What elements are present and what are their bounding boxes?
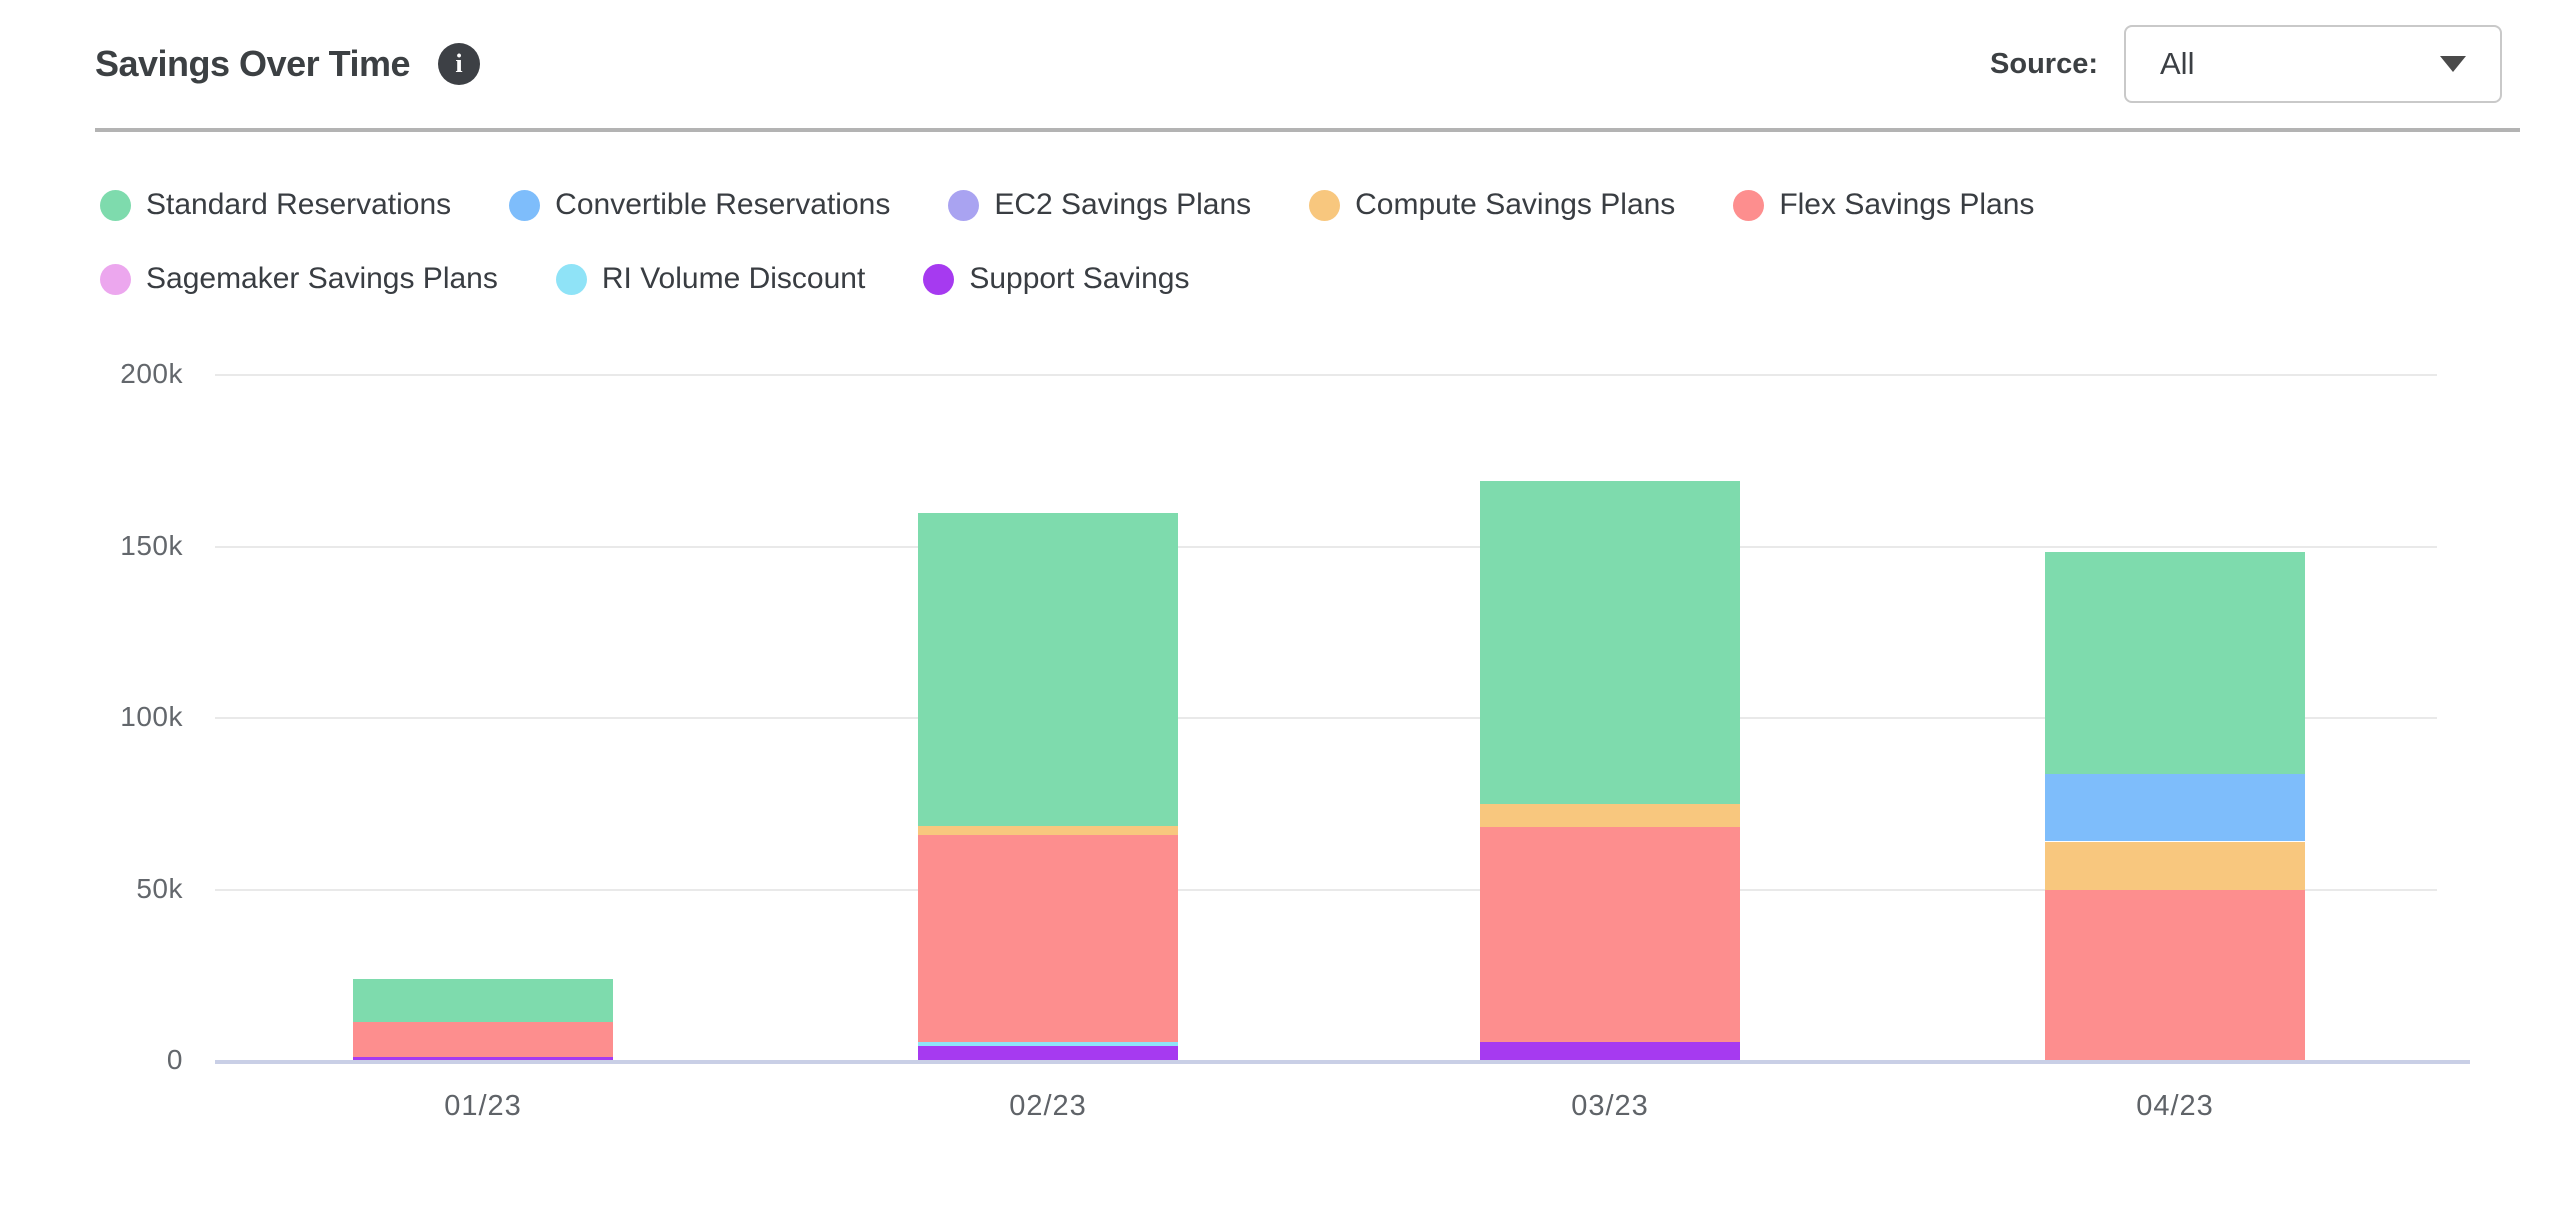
- chevron-down-icon: [2440, 56, 2466, 72]
- legend-item-sagemaker-savings-plans[interactable]: Sagemaker Savings Plans: [100, 262, 498, 296]
- bar-segment[interactable]: [918, 826, 1178, 836]
- legend-item-support-savings[interactable]: Support Savings: [923, 262, 1189, 296]
- bar-segment[interactable]: [1480, 826, 1740, 1043]
- info-icon[interactable]: i: [438, 43, 480, 85]
- gridline: [215, 374, 2437, 376]
- bar-segment[interactable]: [918, 1042, 1178, 1046]
- x-axis-label: 02/23: [1009, 1090, 1087, 1122]
- legend-swatch-icon: [555, 263, 587, 295]
- legend-swatch-icon: [948, 189, 980, 221]
- legend-swatch-icon: [509, 189, 541, 221]
- legend-swatch-icon: [100, 189, 131, 221]
- bar-segment[interactable]: [2045, 551, 2305, 775]
- bar-segment[interactable]: [353, 979, 613, 1023]
- header-divider: [95, 128, 2520, 132]
- legend-item-label: RI Volume Discount: [601, 262, 866, 295]
- legend-item-flex-savings-plans[interactable]: Flex Savings Plans: [1733, 188, 2034, 222]
- y-axis-tick: 200k: [120, 358, 183, 389]
- x-axis-label: 03/23: [1571, 1090, 1649, 1122]
- legend-item-convertible-reservations[interactable]: Convertible Reservations: [509, 188, 890, 222]
- bar-segment[interactable]: [918, 835, 1178, 1043]
- source-dropdown-value: All: [2160, 46, 2195, 81]
- x-axis-label: 01/23: [444, 1090, 522, 1122]
- legend-item-label: Compute Savings Plans: [1355, 188, 1676, 221]
- legend-item-label: Standard Reservations: [146, 188, 452, 221]
- bar-segment[interactable]: [1480, 804, 1740, 827]
- source-dropdown[interactable]: All: [2124, 25, 2502, 103]
- legend-swatch-icon: [923, 263, 955, 295]
- legend-item-label: Convertible Reservations: [555, 188, 891, 221]
- legend-item-label: Flex Savings Plans: [1779, 188, 2035, 221]
- bar-segment[interactable]: [918, 513, 1178, 827]
- gridline: [215, 888, 2437, 891]
- x-axis-line: [215, 1060, 2470, 1064]
- page-title: Savings Over Time: [95, 43, 411, 84]
- legend-item-ri-volume-discount[interactable]: RI Volume Discount: [555, 262, 866, 296]
- bar-segment[interactable]: [2045, 841, 2305, 890]
- source-label: Source:: [1990, 47, 2098, 80]
- legend-item-standard-reservations[interactable]: Standard Reservations: [100, 188, 451, 222]
- bar-segment[interactable]: [2045, 889, 2305, 1060]
- bar-segment[interactable]: [1480, 481, 1740, 805]
- x-axis-label: 04/23: [2136, 1090, 2214, 1122]
- legend-swatch-icon: [1733, 189, 1765, 221]
- stacked-bar-chart: 200k 150k 100k 50k 0 01/23 02/23 03/23 04/23: [0, 304, 2562, 1144]
- legend-item-label: EC2 Savings Plans: [994, 188, 1252, 221]
- chart-header: Savings Over Time i Source: All: [0, 0, 2562, 128]
- bar-segment[interactable]: [918, 1045, 1178, 1060]
- legend-item-label: Sagemaker Savings Plans: [146, 262, 498, 295]
- bar-segment[interactable]: [353, 1057, 613, 1060]
- gridline: [215, 545, 2437, 548]
- legend-item-ec2-savings-plans[interactable]: EC2 Savings Plans: [948, 188, 1251, 222]
- y-axis-tick: 100k: [120, 701, 183, 732]
- legend-swatch-icon: [100, 263, 131, 295]
- y-axis-tick: 50k: [136, 872, 183, 904]
- chart-legend: Standard Reservations Convertible Reserva…: [100, 188, 2200, 296]
- y-axis-tick: 150k: [120, 529, 183, 561]
- bar-segment[interactable]: [1480, 1042, 1740, 1060]
- bar-segment[interactable]: [353, 1022, 613, 1058]
- gridline: [215, 717, 2437, 719]
- legend-item-label: Support Savings: [969, 262, 1190, 295]
- y-axis-tick: 0: [166, 1044, 183, 1075]
- bar-segment[interactable]: [2045, 774, 2305, 842]
- legend-item-compute-savings-plans[interactable]: Compute Savings Plans: [1309, 188, 1675, 222]
- legend-swatch-icon: [1309, 189, 1341, 221]
